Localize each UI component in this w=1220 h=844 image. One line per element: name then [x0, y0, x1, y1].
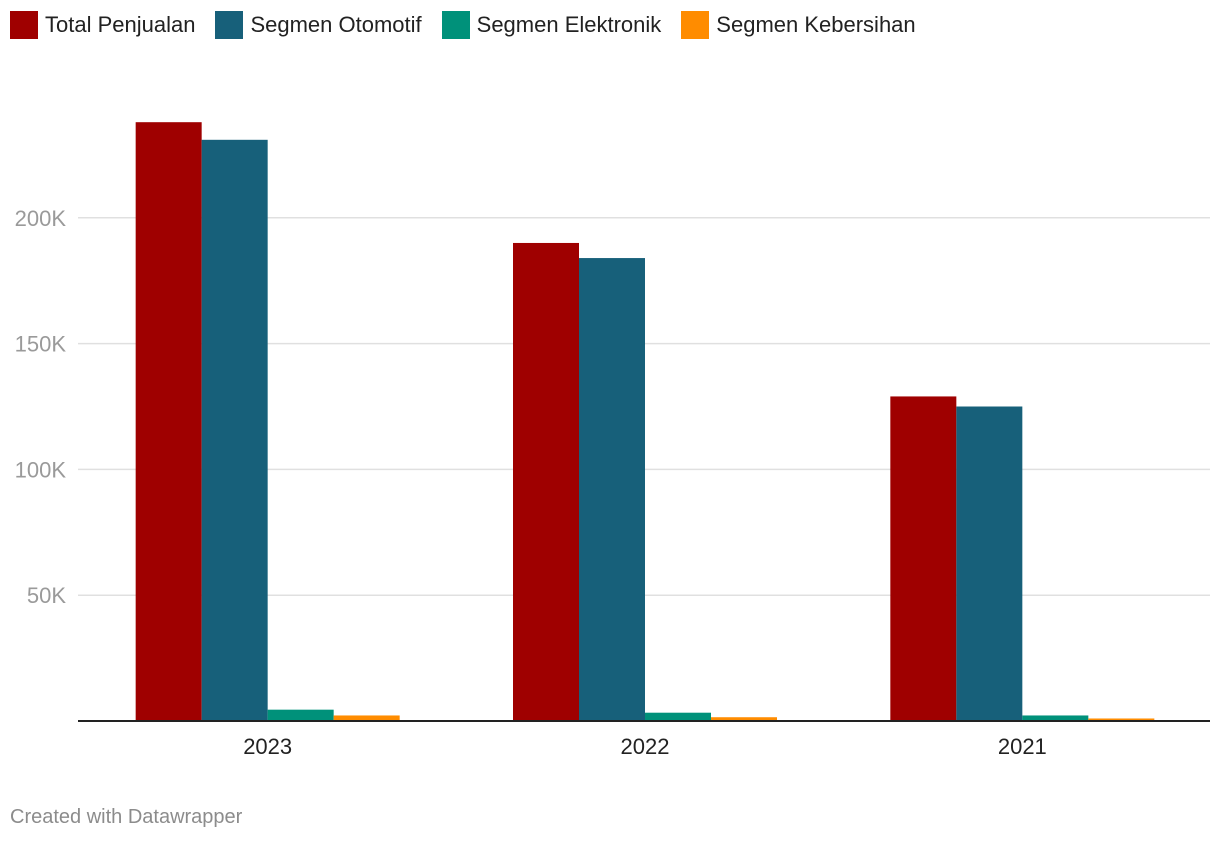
bar-segmen-elektronik-2023	[267, 709, 334, 721]
x-category-label: 2022	[621, 734, 670, 759]
legend-item: Total Penjualan	[10, 11, 195, 39]
bar-segmen-otomotif-2021	[956, 406, 1023, 721]
legend-item: Segmen Elektronik	[441, 11, 662, 39]
bar-segmen-kebersihan-2021	[1088, 718, 1155, 721]
bar-total-penjualan-2022	[513, 242, 579, 721]
bar-segmen-elektronik-2022	[645, 712, 711, 721]
legend-label: Segmen Elektronik	[476, 12, 662, 37]
y-tick-label: 50K	[27, 583, 66, 608]
bar-total-penjualan-2021	[890, 396, 957, 721]
x-category-label: 2023	[243, 734, 292, 759]
bar-segmen-elektronik-2021	[1022, 715, 1089, 721]
y-axis-ticks: 50K 100K 150K 200K	[15, 206, 67, 608]
legend-swatch	[441, 11, 470, 39]
legend-label: Total Penjualan	[45, 12, 196, 37]
bar-total-penjualan-2023	[135, 122, 202, 721]
y-tick-label: 200K	[15, 206, 67, 231]
bar-segmen-kebersihan-2023	[333, 715, 400, 721]
legend-label: Segmen Otomotif	[250, 12, 422, 37]
x-category-label: 2021	[998, 734, 1047, 759]
legend-swatch	[10, 11, 38, 39]
bar-segmen-kebersihan-2022	[711, 717, 777, 721]
y-tick-label: 100K	[15, 457, 67, 482]
bar-segmen-otomotif-2023	[201, 139, 268, 721]
legend-swatch	[215, 11, 244, 39]
legend-label: Segmen Kebersihan	[716, 12, 916, 37]
bars	[135, 122, 1155, 721]
legend-item: Segmen Kebersihan	[681, 11, 916, 39]
legend-item: Segmen Otomotif	[215, 11, 422, 39]
bar-segmen-otomotif-2022	[579, 258, 645, 721]
x-axis-labels: 2023 2022 2021	[243, 734, 1047, 759]
credit-text: Created with Datawrapper	[10, 806, 243, 828]
y-tick-label: 150K	[15, 332, 67, 357]
legend-swatch	[681, 11, 710, 39]
legend: Total Penjualan Segmen Otomotif Segmen Ele…	[10, 11, 936, 39]
